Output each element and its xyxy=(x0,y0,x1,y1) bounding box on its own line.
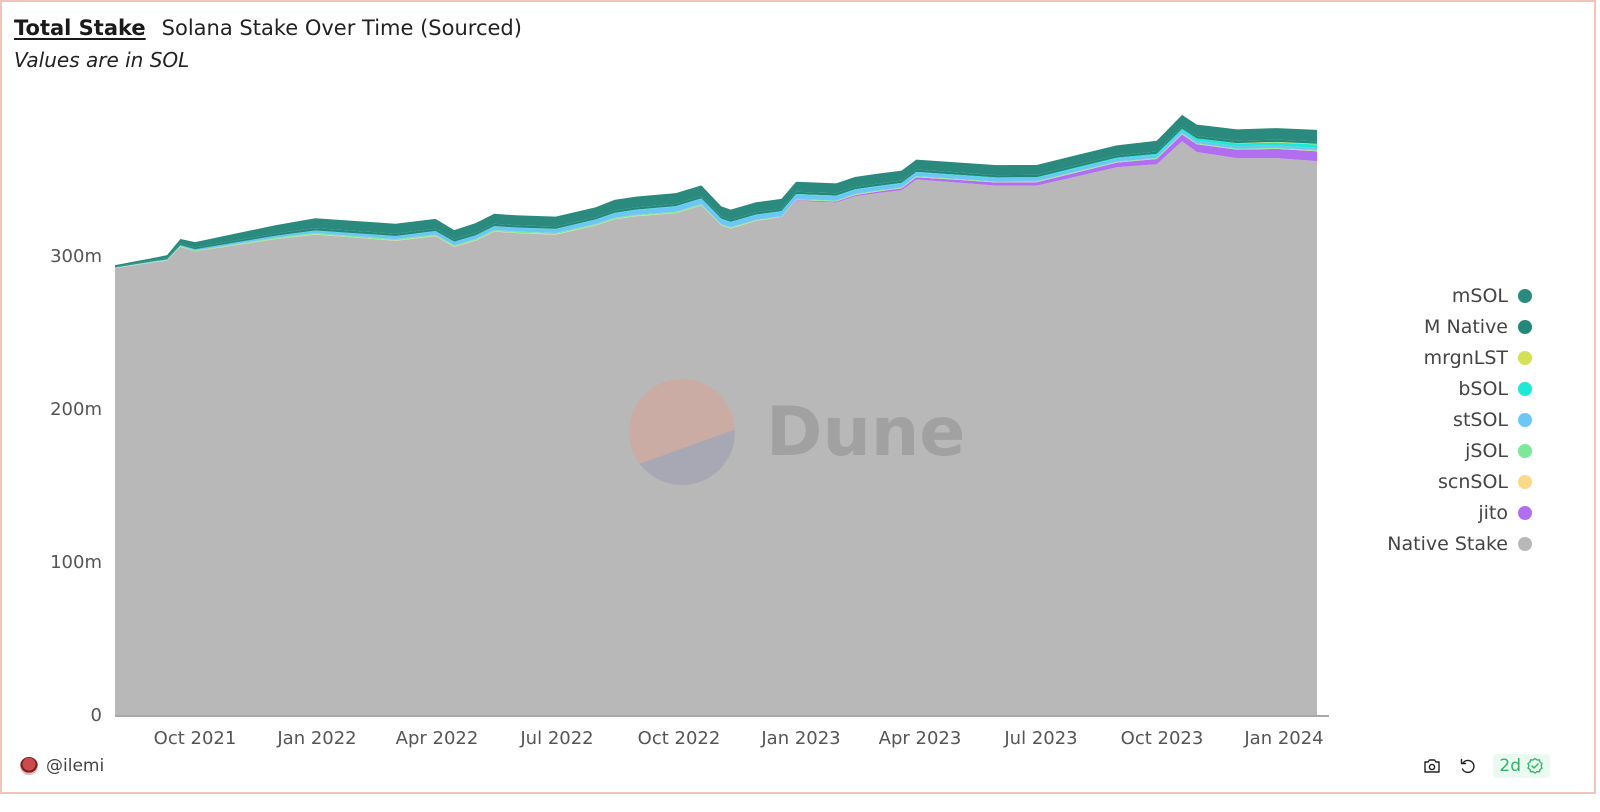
x-tick-label: Jan 2022 xyxy=(276,728,356,749)
legend-label: stSOL xyxy=(1453,408,1508,431)
legend-label: mrgnLST xyxy=(1423,346,1508,369)
freshness-badge[interactable]: 2d xyxy=(1493,754,1550,778)
legend-dot-icon xyxy=(1518,505,1532,520)
legend-dot-icon xyxy=(1518,412,1532,427)
chart-title: Solana Stake Over Time (Sourced) xyxy=(161,16,522,40)
legend-label: mSOL xyxy=(1451,284,1508,307)
legend-item-scnsol[interactable]: scnSOL xyxy=(1438,466,1532,497)
refresh-icon[interactable] xyxy=(1457,755,1479,777)
area-m-native[interactable] xyxy=(115,126,1317,268)
legend-dot-icon xyxy=(1518,350,1532,365)
legend-dot-icon xyxy=(1518,288,1532,303)
stacked-area-chart: Dune 0 100m 200m 300m Oct 2021 Jan 2022 Apr 2… xyxy=(50,114,1329,749)
x-tick-label: Jul 2023 xyxy=(1003,728,1077,749)
legend-item-bsol[interactable]: bSOL xyxy=(1458,373,1532,404)
area-jito[interactable] xyxy=(115,134,1317,269)
legend-label: jSOL xyxy=(1465,439,1508,462)
x-tick-label: Apr 2023 xyxy=(879,728,962,749)
legend-item-m-native[interactable]: M Native xyxy=(1424,311,1532,342)
chart-card: Total Stake Solana Stake Over Time (Sour… xyxy=(0,0,1596,794)
author-info[interactable]: @ilemi xyxy=(20,756,104,776)
legend-item-jsol[interactable]: jSOL xyxy=(1465,435,1532,466)
legend-label: Native Stake xyxy=(1387,532,1508,555)
chart-actions: 2d xyxy=(1421,754,1550,778)
y-tick-label: 100m xyxy=(50,552,102,573)
legend-dot-icon xyxy=(1518,536,1532,551)
y-axis: 0 100m 200m 300m xyxy=(50,246,102,726)
legend-item-mrgnlst[interactable]: mrgnLST xyxy=(1424,342,1532,373)
x-tick-label: Oct 2023 xyxy=(1121,728,1204,749)
area-msol[interactable] xyxy=(115,114,1317,267)
chart-subtitle: Values are in SOL xyxy=(14,48,190,72)
freshness-label: 2d xyxy=(1499,756,1521,776)
legend-label: jito xyxy=(1478,501,1508,524)
y-tick-label: 200m xyxy=(50,399,102,420)
chart-header: Total Stake Solana Stake Over Time (Sour… xyxy=(14,16,522,72)
dune-watermark-text: Dune xyxy=(766,393,965,472)
author-avatar xyxy=(20,757,38,775)
y-tick-label: 300m xyxy=(50,246,102,267)
query-title-link[interactable]: Total Stake xyxy=(14,16,146,40)
y-tick-label: 0 xyxy=(91,705,102,726)
check-badge-icon xyxy=(1527,757,1543,774)
legend-label: bSOL xyxy=(1458,377,1508,400)
legend-dot-icon xyxy=(1518,443,1532,458)
legend-label: scnSOL xyxy=(1438,470,1508,493)
x-axis: Oct 2021 Jan 2022 Apr 2022 Jul 2022 Oct 2022… xyxy=(154,728,1324,749)
x-tick-label: Oct 2022 xyxy=(638,728,721,749)
legend-dot-icon xyxy=(1518,474,1532,489)
legend-item-jito[interactable]: jito xyxy=(1478,497,1532,528)
legend-dot-icon xyxy=(1518,381,1532,396)
chart-legend: mSOL M Native mrgnLST bSOL stSOL jSOL scnSOL ji… xyxy=(1387,280,1532,559)
legend-dot-icon xyxy=(1518,319,1532,334)
x-tick-label: Jan 2024 xyxy=(1243,728,1323,749)
x-tick-label: Jul 2022 xyxy=(519,728,593,749)
dune-watermark: Dune xyxy=(629,379,965,485)
legend-item-msol[interactable]: mSOL xyxy=(1452,280,1532,311)
x-tick-label: Jan 2023 xyxy=(760,728,840,749)
legend-label: M Native xyxy=(1424,315,1508,338)
legend-item-native-stake[interactable]: Native Stake xyxy=(1387,528,1532,559)
x-tick-label: Apr 2022 xyxy=(396,728,479,749)
legend-item-stsol[interactable]: stSOL xyxy=(1453,404,1532,435)
camera-icon[interactable] xyxy=(1421,755,1443,777)
author-handle[interactable]: @ilemi xyxy=(46,756,105,776)
x-tick-label: Oct 2021 xyxy=(154,728,237,749)
